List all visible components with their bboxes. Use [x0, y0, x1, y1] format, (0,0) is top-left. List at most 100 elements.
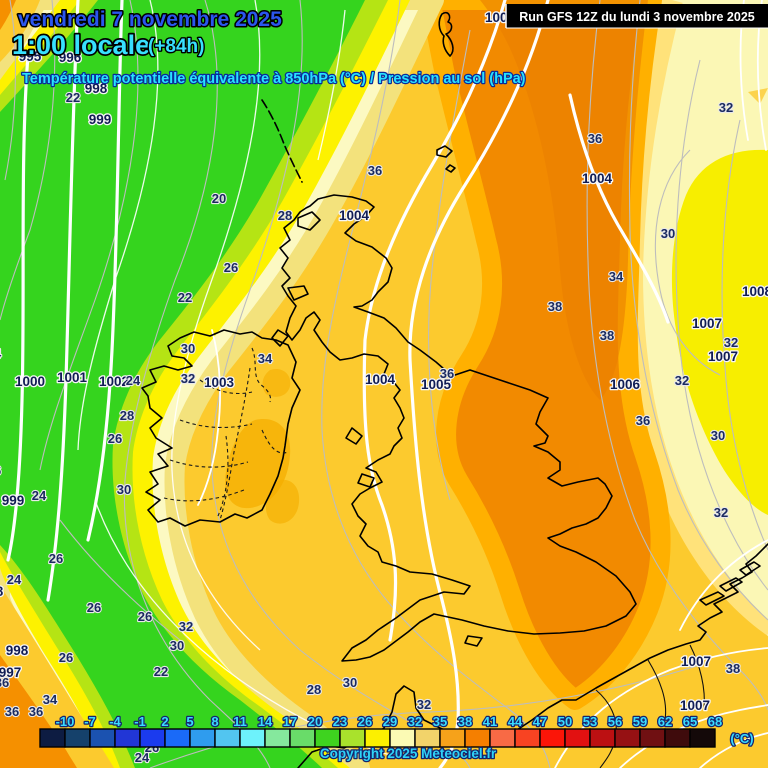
pressure-label: 1007	[680, 698, 710, 713]
colorbar-cell	[314, 728, 341, 748]
colorbar-cell	[39, 728, 66, 748]
river-1	[647, 659, 667, 721]
pressure-label: 999	[89, 112, 112, 127]
theta-e-label: 36	[29, 704, 43, 719]
coastline-hebrides	[261, 99, 303, 183]
colorbar-tick-label: 32	[408, 714, 422, 729]
colorbar-tick-label: 35	[433, 714, 447, 729]
colorbar-tick-label: 59	[633, 714, 647, 729]
pressure-label: 1007	[692, 316, 722, 331]
colorbar-cell	[589, 728, 616, 748]
colorbar-cell	[389, 728, 416, 748]
colorbar-tick-label: 68	[708, 714, 722, 729]
bright-yellow-blob	[671, 149, 768, 515]
isobar-lines	[6, 0, 768, 768]
theta-e-label: 28	[307, 682, 321, 697]
theta-e-label: 26	[87, 600, 101, 615]
pressure-label: 995	[19, 49, 42, 64]
coastline-orkney	[436, 145, 456, 173]
colorbar-cell	[614, 728, 641, 748]
colorbar-cell	[239, 728, 266, 748]
theta-e-label: 32	[417, 697, 431, 712]
map-labels-layer: 995 996 998 999 1004 1000 1001 1002 1003 1004 1004…	[0, 9, 768, 766]
theta-e-label: 32	[724, 335, 738, 350]
isobar-1004	[362, 0, 507, 642]
theta-e-label: 36	[588, 131, 602, 146]
forecast-offset-text: (+84h)	[148, 36, 205, 57]
coastline-islay	[271, 329, 289, 347]
theta-e-label: 36	[368, 163, 382, 178]
theta-e-label: 22	[66, 90, 80, 105]
coastline-delta-islands	[699, 561, 761, 606]
colorbar-cell	[114, 728, 141, 748]
pressure-label: 1000	[15, 374, 45, 389]
theta-e-label: 32	[181, 371, 195, 386]
colorbar-tick-label: 8	[211, 714, 218, 729]
colorbar-tick-label: 2	[161, 714, 168, 729]
theta-e-label: 26	[108, 431, 122, 446]
theta-e-label: 26	[59, 650, 73, 665]
ireland-county-borders	[163, 347, 289, 521]
pressure-label: 1002	[99, 374, 129, 389]
theta-e-label: 24	[126, 373, 141, 388]
theta-e-label: 32	[179, 619, 193, 634]
local-time-text: 1:00 locale	[12, 30, 150, 60]
colorbar-cell	[489, 728, 516, 748]
pressure-label: 997	[0, 665, 21, 680]
coastline-ireland	[141, 329, 301, 527]
theta-e-label: 30	[711, 428, 725, 443]
pressure-label: 1008	[742, 284, 768, 299]
colorbar-tick-label: 26	[358, 714, 372, 729]
colorbar-cell	[514, 728, 541, 748]
isobar-1005	[408, 0, 550, 768]
colorbar-cell	[689, 728, 716, 748]
pressure-label: 996	[59, 50, 82, 65]
pressure-label: 1003	[204, 375, 235, 390]
pressure-label: 1005	[421, 377, 452, 392]
pressure-label: 998	[85, 81, 108, 96]
green-band	[0, 0, 365, 768]
theta-e-label: 34	[258, 351, 273, 366]
coastline-isle-of-man	[345, 427, 363, 445]
theta-e-label: 34	[43, 692, 58, 707]
colorbar-cell	[164, 728, 191, 748]
coastline-anglesey	[357, 473, 375, 488]
map-header: vendredi 7 novembre 2025 1:00 locale (+8…	[10, 7, 527, 89]
colorbar-cell	[64, 728, 91, 748]
pressure-label: 1006	[610, 377, 641, 392]
theta-e-label: 32	[675, 373, 689, 388]
colorbar-tick-label: 29	[383, 714, 397, 729]
pressure-label: 1007	[708, 349, 738, 364]
pressure-label: 1004	[339, 208, 370, 223]
colorbar-cell	[264, 728, 291, 748]
theta-e-label: 30	[170, 638, 184, 653]
colorbar-tick-label: 65	[683, 714, 697, 729]
colorbar-cell	[464, 728, 491, 748]
colorbar-tick-label: 20	[308, 714, 322, 729]
colorbar-tick-label: 50	[558, 714, 572, 729]
theta-e-label: 30	[117, 482, 131, 497]
date-text: vendredi 7 novembre 2025	[18, 8, 282, 31]
colorbar-tick-label: -7	[84, 714, 96, 729]
theta-e-label: 38	[726, 661, 740, 676]
run-info-text: Run GFS 12Z du lundi 3 novembre 2025	[519, 10, 755, 24]
theta-e-label: 26	[0, 463, 1, 478]
colorbar-cell	[339, 728, 366, 748]
colorbar-cell	[214, 728, 241, 748]
colorbar-tick-label: 56	[608, 714, 622, 729]
pressure-label: 1007	[681, 654, 711, 669]
pressure-label: 999	[2, 493, 25, 508]
pressure-label: 998	[0, 584, 4, 599]
colorbar: -10 -7 -4 -1 2 5 8 11 14 17 20 23 26 29 32 35 38 41 44 47 50…	[39, 713, 723, 748]
theta-e-label: 28	[120, 408, 134, 423]
gold-triangle-right	[748, 88, 768, 104]
colorbar-tick-label: 53	[583, 714, 597, 729]
isobar-1000	[6, 53, 30, 562]
theta-e-label: 36	[636, 413, 650, 428]
run-info-box: Run GFS 12Z du lundi 3 novembre 2025	[505, 4, 768, 29]
colorbar-tick-label: 14	[258, 714, 273, 729]
theta-e-label: 24	[32, 488, 47, 503]
colorbar-tick-label: 62	[658, 714, 672, 729]
